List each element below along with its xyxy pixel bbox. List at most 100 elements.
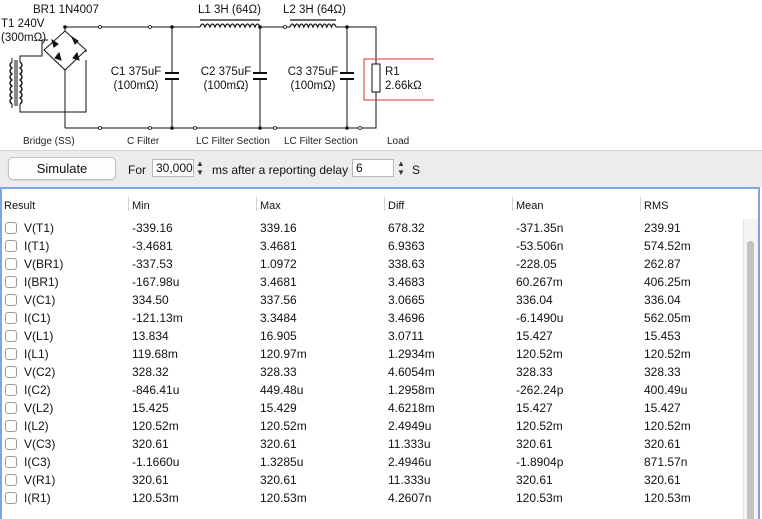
- cell-name: I(BR1): [24, 275, 59, 289]
- cell-max: 3.4681: [260, 275, 297, 289]
- cell-max: 120.52m: [260, 419, 307, 433]
- c1-esr-label: (100mΩ): [113, 80, 159, 92]
- row-checkbox[interactable]: [5, 438, 17, 450]
- row-checkbox[interactable]: [5, 222, 17, 234]
- cell-diff: 1.2958m: [388, 383, 435, 397]
- cell-rms: 328.33: [644, 365, 681, 379]
- row-checkbox[interactable]: [5, 240, 17, 252]
- cell-name: V(C1): [24, 293, 56, 307]
- seconds-label: S: [412, 163, 421, 177]
- column-header-mean[interactable]: Mean: [516, 200, 544, 212]
- delay-stepper[interactable]: ▲ ▼: [396, 158, 407, 178]
- row-checkbox[interactable]: [5, 330, 17, 342]
- cell-name: I(T1): [24, 239, 50, 253]
- stepper-down-icon[interactable]: ▼: [196, 168, 204, 177]
- cell-diff: 4.2607n: [388, 491, 432, 505]
- capacitor-c2-symbol: [253, 27, 267, 128]
- row-checkbox[interactable]: [5, 456, 17, 468]
- cell-name: V(C3): [24, 437, 56, 451]
- table-row[interactable]: I(L1) 119.68m 120.97m 1.2934m 120.52m 120.52m: [2, 345, 746, 363]
- row-checkbox[interactable]: [5, 420, 17, 432]
- section-label-c-filter: C Filter: [127, 136, 160, 147]
- table-header: Result Min Max Diff Mean RMS: [2, 189, 746, 219]
- row-checkbox[interactable]: [5, 402, 17, 414]
- cell-max: 1.3285u: [260, 455, 304, 469]
- stepper-down-icon[interactable]: ▼: [397, 168, 405, 177]
- scrollbar-thumb[interactable]: [747, 241, 754, 519]
- column-header-min[interactable]: Min: [132, 200, 150, 212]
- cell-rms: 562.05m: [644, 311, 691, 325]
- cell-mean: -1.8904p: [516, 455, 564, 469]
- row-checkbox[interactable]: [5, 276, 17, 288]
- c1-label: C1 375uF: [110, 66, 162, 78]
- cell-name: V(T1): [24, 221, 54, 235]
- cell-min: -167.98u: [132, 275, 180, 289]
- table-row[interactable]: I(C3) -1.1660u 1.3285u 2.4946u -1.8904p 871.5…: [2, 453, 746, 471]
- cell-diff: 3.4696: [388, 311, 425, 325]
- delay-input[interactable]: 6: [352, 159, 394, 177]
- cell-name: I(L1): [24, 347, 49, 361]
- simulation-toolbar: Simulate For 30,000 ▲ ▼ ms after a repor…: [0, 150, 762, 187]
- cell-mean: -262.24p: [516, 383, 564, 397]
- row-checkbox[interactable]: [5, 348, 17, 360]
- cell-diff: 11.333u: [388, 437, 431, 451]
- stepper-up-icon[interactable]: ▲: [196, 159, 204, 168]
- cell-diff: 2.4946u: [388, 455, 432, 469]
- cell-rms: 320.61: [644, 473, 681, 487]
- r1-label: R1: [385, 66, 400, 78]
- table-row[interactable]: I(T1) -3.4681 3.4681 6.9363 -53.506n 574.52m: [2, 237, 746, 255]
- column-header-diff[interactable]: Diff: [388, 200, 405, 212]
- simulate-button[interactable]: Simulate: [8, 157, 116, 180]
- cell-rms: 15.453: [644, 329, 681, 343]
- table-row[interactable]: V(L1) 13.834 16.905 3.0711 15.427 15.453: [2, 327, 746, 345]
- c3-label: C3 375uF: [287, 66, 339, 78]
- duration-input[interactable]: 30,000: [152, 159, 194, 177]
- for-label: For: [128, 163, 146, 177]
- table-row[interactable]: V(C1) 334.50 337.56 3.0665 336.04 336.04: [2, 291, 746, 309]
- capacitor-c3-symbol: [340, 27, 354, 128]
- table-row[interactable]: V(L2) 15.425 15.429 4.6218m 15.427 15.427: [2, 399, 746, 417]
- table-row[interactable]: V(BR1) -337.53 1.0972 338.63 -228.05 262.87: [2, 255, 746, 273]
- stepper-up-icon[interactable]: ▲: [397, 159, 405, 168]
- cell-max: 3.4681: [260, 239, 297, 253]
- table-row[interactable]: I(C2) -846.41u 449.48u 1.2958m -262.24p 400.4…: [2, 381, 746, 399]
- table-row[interactable]: I(R1) 120.53m 120.53m 4.2607n 120.53m 120.53m: [2, 489, 746, 507]
- l2-label: L2 3H (64Ω): [283, 4, 346, 16]
- row-checkbox[interactable]: [5, 366, 17, 378]
- cell-mean: 15.427: [516, 401, 553, 415]
- cell-min: 120.52m: [132, 419, 179, 433]
- cell-rms: 262.87: [644, 257, 681, 271]
- table-row[interactable]: V(C2) 328.32 328.33 4.6054m 328.33 328.33: [2, 363, 746, 381]
- cell-mean: 60.267m: [516, 275, 563, 289]
- table-row[interactable]: V(R1) 320.61 320.61 11.333u 320.61 320.61: [2, 471, 746, 489]
- cell-mean: -53.506n: [516, 239, 564, 253]
- c2-esr-label: (100mΩ): [203, 80, 249, 92]
- row-checkbox[interactable]: [5, 312, 17, 324]
- row-checkbox[interactable]: [5, 384, 17, 396]
- row-checkbox[interactable]: [5, 294, 17, 306]
- table-row[interactable]: I(C1) -121.13m 3.3484 3.4696 -6.1490u 562.05m: [2, 309, 746, 327]
- cell-min: 320.61: [132, 473, 169, 487]
- cell-min: -3.4681: [132, 239, 173, 253]
- table-row[interactable]: V(C3) 320.61 320.61 11.333u 320.61 320.61: [2, 435, 746, 453]
- column-header-result[interactable]: Result: [4, 200, 36, 212]
- column-header-rms[interactable]: RMS: [644, 200, 669, 212]
- table-row[interactable]: V(T1) -339.16 339.16 678.32 -371.35n 239.91: [2, 219, 746, 237]
- cell-max: 339.16: [260, 221, 297, 235]
- cell-rms: 120.53m: [644, 491, 691, 505]
- vertical-scrollbar[interactable]: [743, 219, 758, 519]
- duration-stepper[interactable]: ▲ ▼: [195, 158, 206, 178]
- cell-max: 337.56: [260, 293, 297, 307]
- cell-diff: 4.6218m: [388, 401, 435, 415]
- table-row[interactable]: I(L2) 120.52m 120.52m 2.4949u 120.52m 120.52m: [2, 417, 746, 435]
- c2-label: C2 375uF: [200, 66, 252, 78]
- row-checkbox[interactable]: [5, 474, 17, 486]
- column-header-max[interactable]: Max: [260, 200, 281, 212]
- cell-min: -121.13m: [132, 311, 183, 325]
- row-checkbox[interactable]: [5, 492, 17, 504]
- inductor-l2-symbol: [289, 19, 337, 29]
- table-row[interactable]: I(BR1) -167.98u 3.4681 3.4683 60.267m 406.25m: [2, 273, 746, 291]
- row-checkbox[interactable]: [5, 258, 17, 270]
- section-label-lc-filter-1: LC Filter Section: [196, 136, 270, 147]
- cell-diff: 4.6054m: [388, 365, 435, 379]
